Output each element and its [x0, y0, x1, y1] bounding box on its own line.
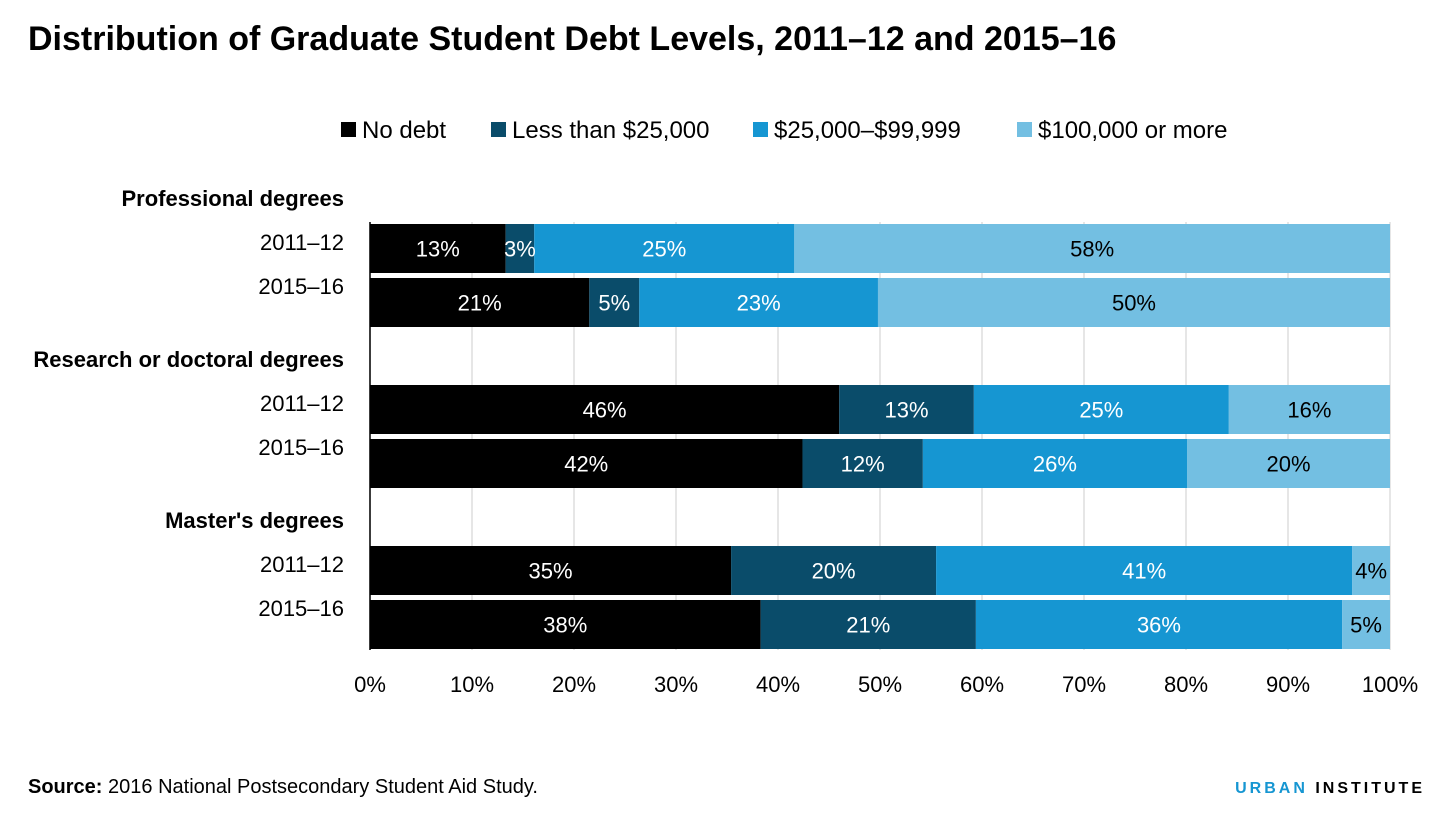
- bar-segment: [639, 278, 878, 327]
- data-label: 13%: [884, 398, 928, 423]
- data-label: 46%: [583, 398, 627, 423]
- stacked-bar-chart: 13% 3% 25% 58% 21% 5% 23% 50% 46% 13% 25% 16% 42% 12%…: [33, 117, 1418, 697]
- legend: No debt Less than $25,000 $25,000–$99,999 $…: [341, 117, 1227, 144]
- group-label: Master's degrees: [165, 508, 344, 533]
- data-label: 13%: [416, 237, 460, 262]
- bar-segment: [1342, 600, 1390, 649]
- data-label: 20%: [1266, 452, 1310, 477]
- legend-label: Less than $25,000: [512, 117, 710, 144]
- x-tick-label: 80%: [1164, 672, 1208, 697]
- x-tick-label: 70%: [1062, 672, 1106, 697]
- bar-segment: [370, 278, 590, 327]
- x-tick-label: 40%: [756, 672, 800, 697]
- bar-segment: [922, 439, 1188, 488]
- data-label: 25%: [1079, 398, 1123, 423]
- data-label: 58%: [1070, 237, 1114, 262]
- brand-part-urban: URBAN: [1235, 780, 1308, 797]
- x-tick-label: 60%: [960, 672, 1004, 697]
- bar-segment: [794, 224, 1390, 273]
- row-label: 2011–12: [260, 552, 344, 577]
- bar-segment: [760, 600, 976, 649]
- x-tick-label: 50%: [858, 672, 902, 697]
- data-label: 5%: [598, 291, 630, 316]
- source-label: Source:: [28, 776, 103, 798]
- group-label: Research or doctoral degrees: [33, 347, 344, 372]
- bar-segment: [802, 439, 923, 488]
- data-label: 41%: [1122, 559, 1166, 584]
- data-labels: 13% 3% 25% 58% 21% 5% 23% 50% 46% 13% 25% 16% 42% 12%…: [416, 237, 1387, 638]
- bar-segment: [877, 278, 1390, 327]
- row-label: 2015–16: [258, 274, 344, 299]
- data-label: 21%: [846, 613, 890, 638]
- bar-segment: [370, 385, 840, 434]
- legend-label: No debt: [362, 117, 446, 144]
- bars: [370, 224, 1390, 649]
- x-axis: 0% 10% 20% 30% 40% 50% 60% 70% 80% 90% 100%: [354, 672, 1418, 697]
- bar-segment: [839, 385, 974, 434]
- source-note: Source: 2016 National Postsecondary Stud…: [28, 776, 538, 799]
- data-label: 20%: [812, 559, 856, 584]
- legend-swatch: [341, 122, 356, 137]
- category-labels: Professional degrees 2011–12 2015–16 Resear…: [33, 186, 344, 621]
- bar-segment: [973, 385, 1229, 434]
- row-label: 2011–12: [260, 230, 344, 255]
- legend-swatch: [753, 122, 768, 137]
- data-label: 42%: [564, 452, 608, 477]
- row-label: 2015–16: [258, 596, 344, 621]
- data-label: 23%: [737, 291, 781, 316]
- group-label: Professional degrees: [121, 186, 344, 211]
- bar-segment: [936, 546, 1353, 595]
- bar-segment: [589, 278, 640, 327]
- bar-segment: [975, 600, 1343, 649]
- brand-logo: URBAN INSTITUTE: [1235, 780, 1425, 798]
- bar-segment: [1187, 439, 1390, 488]
- data-label: 21%: [458, 291, 502, 316]
- source-text: 2016 National Postsecondary Student Aid …: [102, 776, 538, 798]
- data-label: 4%: [1355, 559, 1387, 584]
- chart-title: Distribution of Graduate Student Debt Le…: [28, 20, 1117, 58]
- bar-segment: [370, 600, 761, 649]
- data-label: 38%: [543, 613, 587, 638]
- legend-swatch: [1017, 122, 1032, 137]
- data-label: 35%: [529, 559, 573, 584]
- data-label: 36%: [1137, 613, 1181, 638]
- bar-segment: [370, 224, 506, 273]
- x-tick-label: 90%: [1266, 672, 1310, 697]
- x-tick-label: 20%: [552, 672, 596, 697]
- data-label: 16%: [1287, 398, 1331, 423]
- bar-segment: [1352, 546, 1390, 595]
- bar-segment: [370, 439, 803, 488]
- bar-segment: [534, 224, 795, 273]
- data-label: 50%: [1112, 291, 1156, 316]
- legend-swatch: [491, 122, 506, 137]
- data-label: 26%: [1033, 452, 1077, 477]
- brand-part-institute: INSTITUTE: [1315, 780, 1425, 797]
- bar-segment: [731, 546, 937, 595]
- x-tick-label: 100%: [1362, 672, 1418, 697]
- legend-label: $25,000–$99,999: [774, 117, 961, 144]
- bar-segment: [505, 224, 535, 273]
- row-label: 2015–16: [258, 435, 344, 460]
- data-label: 5%: [1350, 613, 1382, 638]
- bar-segment: [370, 546, 732, 595]
- row-label: 2011–12: [260, 391, 344, 416]
- data-label: 12%: [841, 452, 885, 477]
- data-label: 3%: [504, 237, 536, 262]
- x-tick-label: 10%: [450, 672, 494, 697]
- bar-segment: [1228, 385, 1390, 434]
- x-tick-label: 0%: [354, 672, 386, 697]
- legend-label: $100,000 or more: [1038, 117, 1227, 144]
- data-label: 25%: [642, 237, 686, 262]
- x-tick-label: 30%: [654, 672, 698, 697]
